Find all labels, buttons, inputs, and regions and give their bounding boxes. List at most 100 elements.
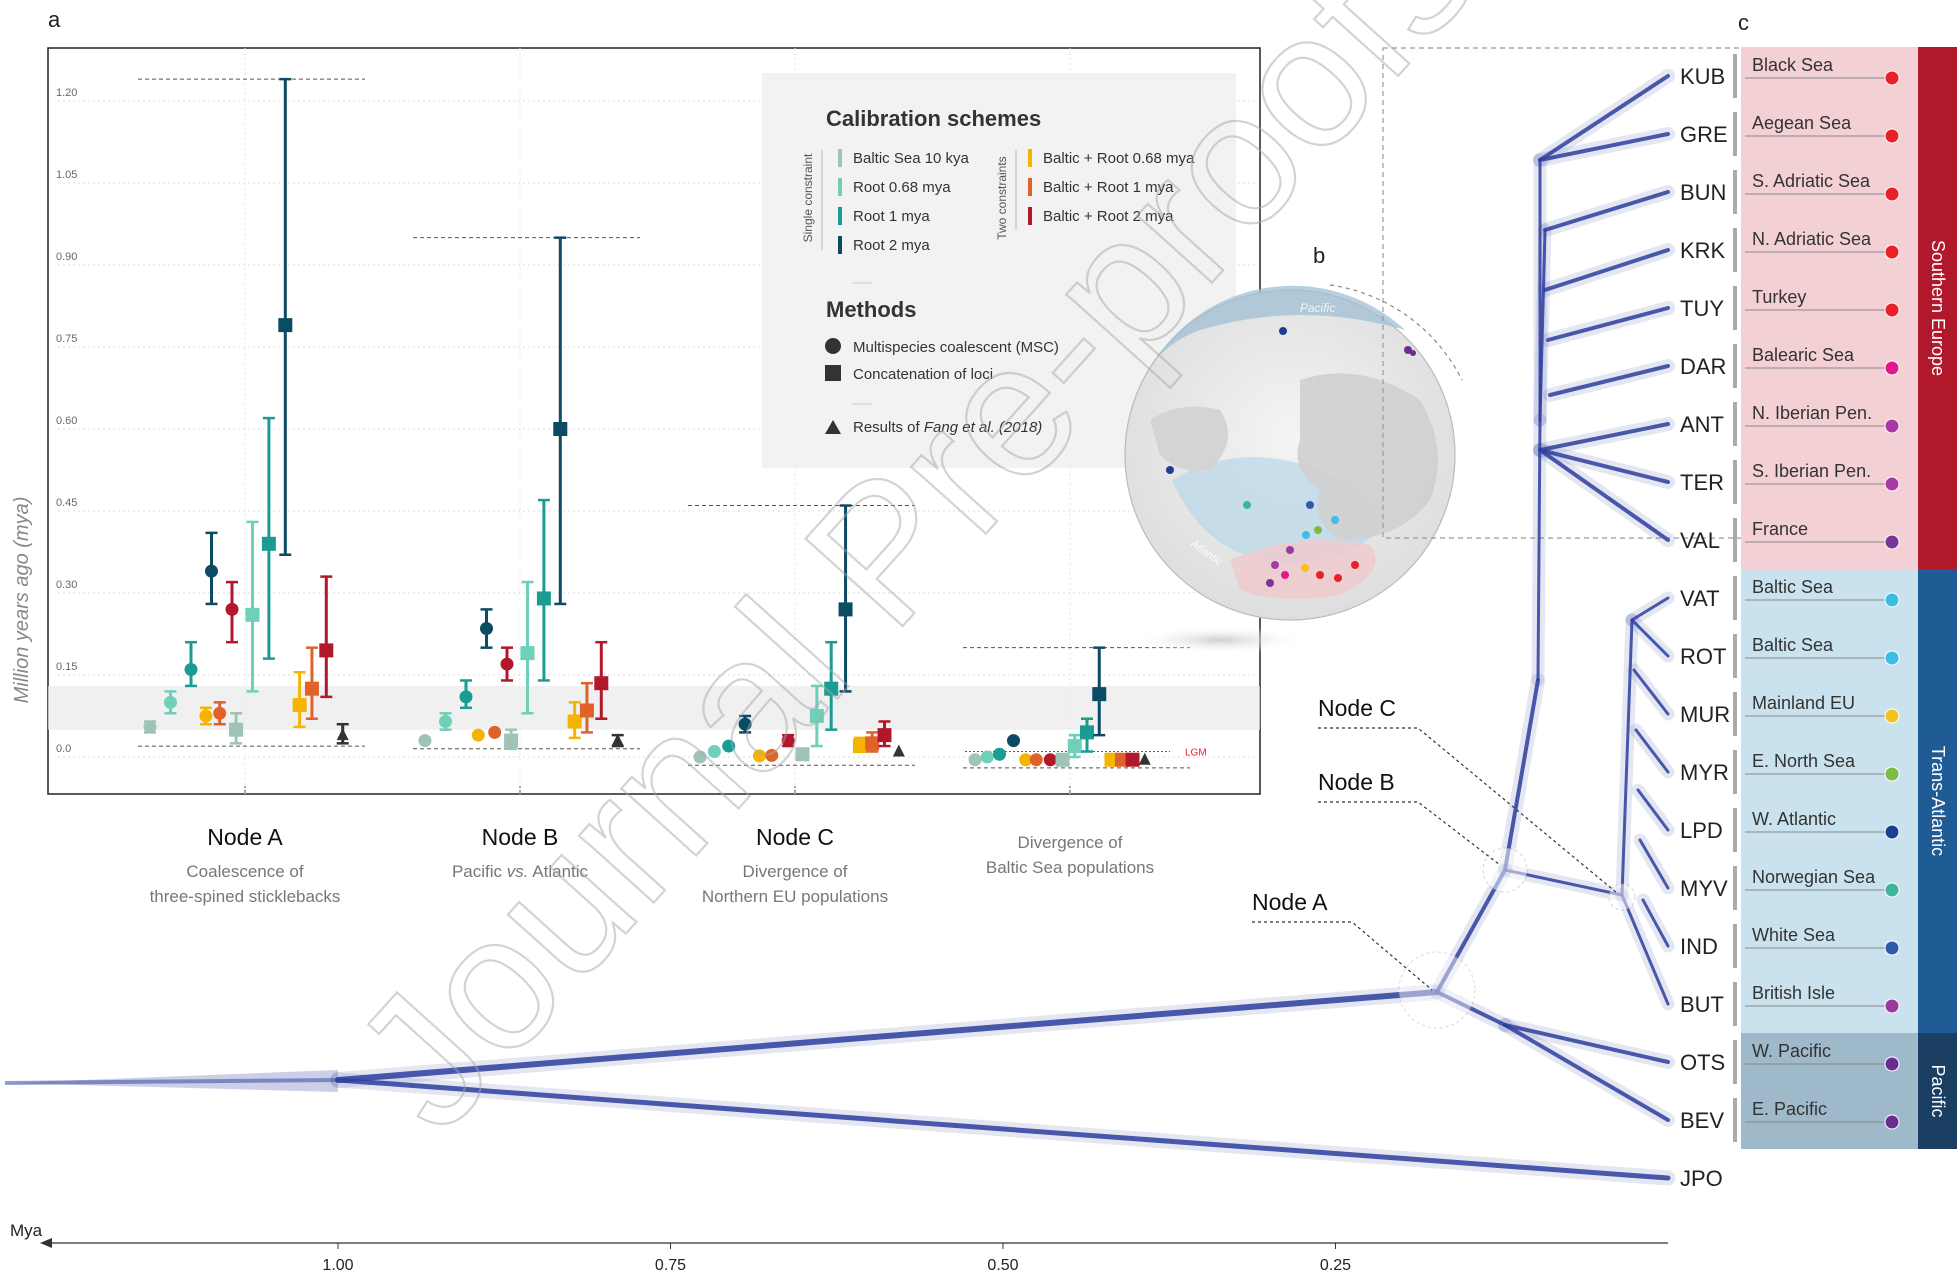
- branch: [1538, 448, 1670, 542]
- legend-swatch: [1028, 207, 1032, 225]
- concat-point: [229, 722, 244, 737]
- land-mass-2: [1150, 406, 1228, 471]
- tip-dot: [1884, 940, 1900, 956]
- tip-code: TUY: [1680, 296, 1724, 321]
- globe-shadow: [1130, 626, 1310, 654]
- tip-tick: [1733, 750, 1737, 794]
- tip-region: E. Pacific: [1752, 1099, 1827, 1119]
- concat-point: [278, 318, 293, 333]
- globe-sample-dots: [1166, 327, 1416, 587]
- tip-dot: [1884, 476, 1900, 492]
- concat-point: [261, 536, 276, 551]
- group-subtitle: Divergence of: [1018, 833, 1123, 852]
- legend-swatch: [838, 207, 842, 225]
- lgm-label: LGM: [1185, 748, 1207, 759]
- tip-dot: [1884, 534, 1900, 550]
- x-axis-label: Mya: [10, 1221, 43, 1240]
- panel-b-map: Pacific Atlantic: [1124, 284, 1463, 654]
- tip-code: VAT: [1680, 586, 1720, 611]
- sample-dot: [1306, 501, 1314, 509]
- sample-dot: [1331, 516, 1339, 524]
- legend-title: Calibration schemes: [826, 106, 1041, 131]
- tip-code: KUB: [1680, 64, 1725, 89]
- y-tick-label: 0.15: [56, 661, 77, 673]
- legend-items: Baltic Sea 10 kya Root 0.68 mya Root 1 mya…: [838, 149, 1195, 254]
- tip-region: Baltic Sea: [1752, 635, 1834, 655]
- sample-dot: [1281, 571, 1289, 579]
- tip-dot: [1884, 360, 1900, 376]
- x-tick-label: 0.50: [987, 1257, 1018, 1274]
- tip-tick: [1733, 866, 1737, 910]
- tip-region: Turkey: [1752, 287, 1806, 307]
- branch: [1548, 364, 1670, 397]
- branch: [335, 1077, 1671, 1181]
- msc-point: [693, 750, 707, 764]
- group-title: Node A: [207, 824, 283, 850]
- branch: [1543, 190, 1670, 232]
- tip-tick: [1733, 576, 1737, 620]
- tip-dot: [1884, 998, 1900, 1014]
- msc-point: [1007, 734, 1020, 748]
- msc-point: [213, 706, 227, 720]
- y-tick-label: 0.45: [56, 497, 77, 509]
- y-tick-label: 1.20: [56, 87, 77, 99]
- group-subtitle-2: three-spined sticklebacks: [150, 887, 341, 906]
- legend-two-label: Two constraints: [995, 156, 1009, 239]
- node-b-circle: [1482, 847, 1528, 893]
- legend-methods-title: Methods: [826, 297, 916, 322]
- tip-code: LPD: [1680, 818, 1723, 843]
- tip-dot: [1884, 418, 1900, 434]
- y-tick-label: 0.60: [56, 415, 77, 427]
- branch: [1538, 228, 1547, 422]
- tip-region: France: [1752, 519, 1808, 539]
- tip-region: British Isle: [1752, 983, 1835, 1003]
- tip-code: BEV: [1680, 1108, 1724, 1133]
- legend-swatch: [1028, 149, 1032, 167]
- branch: [1503, 1023, 1670, 1122]
- legend-label: Baltic + Root 1 mya: [1043, 179, 1174, 196]
- region-background: [1741, 1033, 1918, 1149]
- tip-region: N. Adriatic Sea: [1752, 229, 1872, 249]
- x-tick-label: 0.25: [1320, 1257, 1351, 1274]
- branch: [1636, 788, 1670, 832]
- node-c-circle: [1608, 883, 1636, 911]
- y-tick-label: 1.05: [56, 169, 77, 181]
- branch: [1641, 898, 1670, 948]
- concat-point: [319, 643, 334, 658]
- group-labels: Node A Coalescence of three-spined stickle…: [150, 824, 1155, 906]
- concat-point: [865, 736, 880, 751]
- tip-code: OTS: [1680, 1050, 1725, 1075]
- tip-region: Norwegian Sea: [1752, 867, 1876, 887]
- sample-dot: [1266, 579, 1274, 587]
- region-background: [1741, 569, 1918, 1033]
- tip-tick: [1733, 1098, 1737, 1142]
- branch: [1630, 596, 1670, 622]
- concat-point: [824, 681, 839, 696]
- group-subtitle: Coalescence of: [186, 862, 303, 881]
- tip-region: S. Adriatic Sea: [1752, 171, 1871, 191]
- msc-point: [765, 748, 779, 762]
- root-stem-fill: [5, 1070, 338, 1092]
- concat-point: [1067, 739, 1082, 754]
- legend-concat-label: Concatenation of loci: [853, 366, 993, 383]
- fang-point: [336, 728, 349, 741]
- region-band: [1918, 47, 1957, 569]
- legend-label: Baltic + Root 2 mya: [1043, 208, 1174, 225]
- msc-point: [500, 657, 514, 671]
- concat-point: [304, 681, 319, 696]
- subtitle-part: Atlantic: [528, 862, 588, 881]
- data-marks: [143, 77, 1151, 767]
- concat-point: [1080, 725, 1094, 740]
- node-label: Node A: [1252, 889, 1328, 915]
- concat-point: [292, 698, 307, 713]
- lgm-band: [48, 685, 1260, 730]
- tips: KUB Black Sea GRE Aegean Sea BUN S. Adriatic …: [1680, 54, 1900, 1191]
- msc-point: [164, 695, 177, 709]
- tip-region: Black Sea: [1752, 55, 1834, 75]
- tip-tick: [1733, 402, 1737, 446]
- tip-dot: [1884, 824, 1900, 840]
- legend-single-label: Single constraint: [801, 153, 815, 242]
- branch: [1546, 306, 1670, 342]
- panel-a-chart: 0.0 0.15 0.30 0.45 0.60 0.75 0.90 1.05 1.20 Mill…: [11, 47, 1261, 906]
- tip-dot: [1884, 882, 1900, 898]
